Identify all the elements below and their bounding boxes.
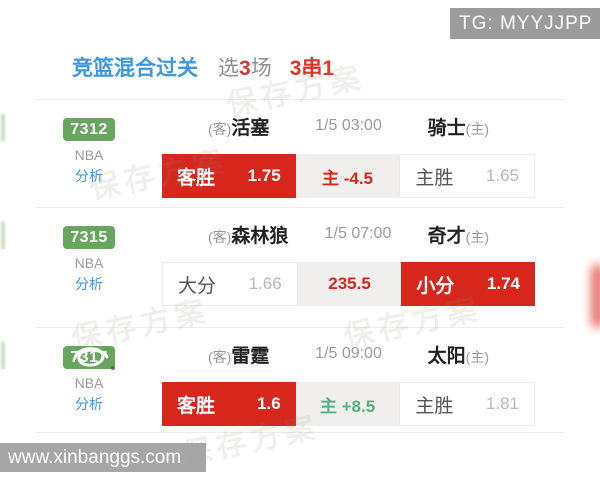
bet-option-label: 大分 <box>178 275 217 297</box>
site-watermark-bar: www.xinbanggs.com <box>0 443 206 472</box>
home-tag: (主) <box>465 228 489 245</box>
bet-option-odds: 1.81 <box>485 394 520 413</box>
page-title: 竞篮混合过关 <box>72 57 198 80</box>
bet-options: 客胜 1.75 主 -4.5 主胜 1.65 <box>162 154 536 198</box>
handicap-line-cell[interactable]: 主 -4.5 <box>295 154 400 198</box>
away-tag: (客) <box>208 228 232 245</box>
edge-artifact <box>1 114 5 141</box>
league-label: NBA <box>74 255 104 271</box>
bet-option-cell[interactable]: 客胜 1.6 <box>162 382 296 426</box>
home-team-name: 骑士 <box>427 117 466 139</box>
match-info: (客)活塞 1/5 03:00 骑士(主) <box>162 113 535 139</box>
match-time: 1/5 09:00 <box>315 345 382 362</box>
bet-option-odds: 1.74 <box>486 274 521 293</box>
match-id-badge: 7317 <box>63 346 115 370</box>
match-id-label: 7317 <box>70 349 108 366</box>
league-label: NBA <box>74 375 104 391</box>
selection-count: 3 <box>239 57 251 80</box>
league-label: NBA <box>74 147 104 163</box>
away-team: (客)森林狼 <box>208 221 288 248</box>
parlay-type-label: 3串1 <box>289 57 335 80</box>
bet-option-odds: 1.75 <box>247 166 281 185</box>
away-team-name: 雷霆 <box>231 345 270 367</box>
handicap-line-value: 主 +8.5 <box>319 396 376 416</box>
selection-prefix: 选 <box>218 57 239 80</box>
handicap-line-value: 主 -4.5 <box>321 168 374 188</box>
bet-option-odds: 1.65 <box>485 166 520 185</box>
home-team: 奇才(主) <box>428 221 489 248</box>
away-tag: (客) <box>208 348 232 365</box>
match-id-label: 7312 <box>70 121 108 138</box>
match-id-badge: 7315 <box>63 226 115 249</box>
home-team-name: 太阳 <box>427 345 466 367</box>
match-time: 1/5 03:00 <box>315 117 382 134</box>
bet-option-label: 客胜 <box>177 395 216 417</box>
selection-suffix: 场 <box>250 57 272 80</box>
handicap-line-cell[interactable]: 主 +8.5 <box>295 382 400 426</box>
match-row: 7315 NBA 分析 (客)森林狼 1/5 07:00 奇才(主) 大分 1.6… <box>1 207 565 327</box>
page-header: 竞篮混合过关 选3场 3串1 <box>72 52 334 82</box>
bet-option-cell[interactable]: 客胜 1.75 <box>162 154 296 198</box>
away-team: (客)雷霆 <box>208 341 269 368</box>
match-info: (客)森林狼 1/5 07:00 奇才(主) <box>162 221 535 247</box>
match-row: 7317 NBA 分析 (客)雷霆 1/5 09:00 太阳(主) 客胜 1.6 主… <box>1 327 565 433</box>
home-tag: (主) <box>465 348 489 365</box>
bet-option-cell[interactable]: 小分 1.74 <box>401 262 536 306</box>
away-team: (客)活塞 <box>208 113 269 140</box>
home-tag: (主) <box>465 120 489 137</box>
handicap-line-value: 235.5 <box>328 274 371 293</box>
bet-options: 大分 1.66 235.5 小分 1.74 <box>162 262 536 306</box>
handicap-line-cell[interactable]: 235.5 <box>297 262 402 306</box>
bet-option-label: 主胜 <box>415 167 454 189</box>
home-team: 太阳(主) <box>428 341 489 368</box>
analysis-link[interactable]: 分析 <box>75 396 103 412</box>
bet-option-label: 小分 <box>416 275 455 297</box>
bet-option-odds: 1.6 <box>257 394 281 413</box>
analysis-link[interactable]: 分析 <box>75 276 103 292</box>
match-info: (客)雷霆 1/5 09:00 太阳(主) <box>162 341 535 367</box>
analysis-link[interactable]: 分析 <box>75 168 103 184</box>
match-id-label: 7315 <box>70 229 108 246</box>
bet-option-odds: 1.66 <box>248 274 282 293</box>
away-tag: (客) <box>208 120 232 137</box>
away-team-name: 活塞 <box>231 117 270 139</box>
match-time: 1/5 07:00 <box>324 225 392 242</box>
match-id-badge: 7312 <box>63 118 115 141</box>
red-edge-artifact <box>591 264 600 328</box>
home-team: 骑士(主) <box>428 113 489 140</box>
bet-options: 客胜 1.6 主 +8.5 主胜 1.81 <box>162 382 536 426</box>
match-row: 7312 NBA 分析 (客)活塞 1/5 03:00 骑士(主) 客胜 1.75… <box>1 99 565 207</box>
bet-option-label: 主胜 <box>415 395 454 417</box>
tg-contact-badge: TG: MYYJJPP <box>450 8 600 39</box>
away-team-name: 森林狼 <box>231 225 289 247</box>
bet-option-label: 客胜 <box>177 167 216 189</box>
edge-artifact <box>1 222 5 249</box>
selection-summary: 选3场 <box>218 57 272 80</box>
bet-option-cell[interactable]: 主胜 1.81 <box>399 382 536 426</box>
edge-artifact <box>1 342 5 369</box>
home-team-name: 奇才 <box>427 225 466 247</box>
bet-option-cell[interactable]: 大分 1.66 <box>162 262 298 306</box>
bet-option-cell[interactable]: 主胜 1.65 <box>399 154 536 198</box>
